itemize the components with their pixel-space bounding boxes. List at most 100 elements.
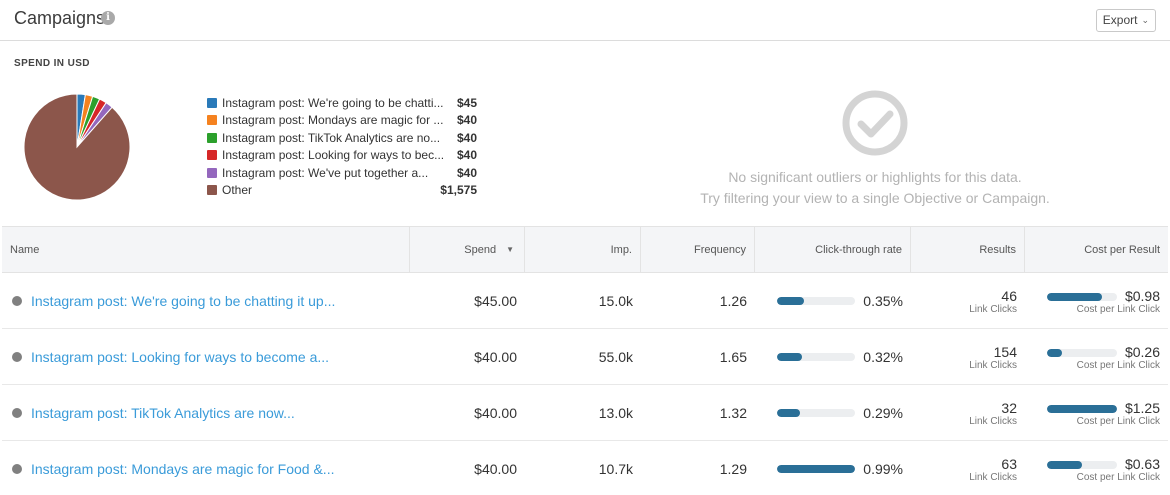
- campaign-link[interactable]: Instagram post: We're going to be chatti…: [31, 292, 336, 309]
- cpr-unit: Cost per Link Click: [1076, 472, 1160, 483]
- pie-slice-5[interactable]: [24, 94, 130, 200]
- cell-results: 46 Link Clicks: [911, 273, 1025, 328]
- status-dot-icon: [12, 295, 22, 306]
- cpr-bar-fill: [1046, 404, 1117, 413]
- empty-state-line2: Try filtering your view to a single Obje…: [700, 190, 1050, 206]
- status-dot-icon: [12, 407, 22, 418]
- cell-frequency: 1.32: [719, 404, 747, 421]
- status-dot-icon: [12, 463, 22, 474]
- ctr-bar: [777, 408, 856, 417]
- ctr-bar-fill: [777, 408, 800, 417]
- column-header-results[interactable]: Results: [911, 227, 1025, 272]
- sort-descending-icon: ▼: [506, 245, 514, 254]
- results-value: 63: [1001, 456, 1017, 472]
- column-header-frequency[interactable]: Frequency: [641, 227, 755, 272]
- legend-label: Instagram post: We're going to be chatti…: [222, 95, 444, 110]
- cell-imp: 13.0k: [598, 404, 633, 421]
- table-row: Instagram post: We're going to be chatti…: [2, 273, 1168, 329]
- column-header-name[interactable]: Name: [2, 227, 410, 272]
- legend-label: Other: [222, 183, 253, 198]
- table-row: Instagram post: Mondays are magic for Fo…: [2, 441, 1168, 495]
- empty-state: No significant outliers or highlights fo…: [680, 88, 1070, 209]
- cpr-bar: [1046, 348, 1117, 357]
- cpr-value: $0.26: [1124, 344, 1160, 360]
- cpr-bar-fill: [1046, 348, 1062, 357]
- results-unit: Link Clicks: [969, 360, 1017, 371]
- ctr-bar: [777, 464, 856, 473]
- column-header-cpr[interactable]: Cost per Result: [1084, 243, 1160, 256]
- campaign-link[interactable]: Instagram post: Mondays are magic for Fo…: [31, 460, 335, 477]
- legend-swatch: [207, 97, 217, 108]
- legend-item[interactable]: Instagram post: Mondays are magic for ..…: [207, 112, 477, 130]
- column-header-spend-label: Spend: [464, 243, 497, 256]
- cpr-bar-fill: [1046, 292, 1102, 301]
- page-title: Campaigns: [14, 8, 106, 28]
- ctr-bar-fill: [777, 464, 856, 473]
- ctr-value: 0.35%: [863, 292, 903, 309]
- legend-item[interactable]: Other $1,575: [207, 182, 477, 200]
- legend-item[interactable]: Instagram post: Looking for ways to bec.…: [207, 147, 477, 165]
- legend-label: Instagram post: Looking for ways to bec.…: [222, 148, 445, 163]
- chevron-down-icon: ⌄: [1141, 15, 1149, 25]
- cell-frequency: 1.29: [719, 460, 747, 477]
- cell-results: 154 Link Clicks: [911, 329, 1025, 384]
- legend-label: Instagram post: We've put together a...: [222, 165, 429, 180]
- check-circle-icon: [842, 90, 908, 156]
- cell-cpr: $0.98 Cost per Link Click: [1025, 273, 1168, 328]
- campaigns-table: Name Spend ▼ Imp. Frequency Click-throug…: [2, 226, 1168, 495]
- legend-swatch: [207, 132, 217, 143]
- spend-pie-chart: [24, 94, 130, 200]
- table-header: Name Spend ▼ Imp. Frequency Click-throug…: [2, 226, 1168, 273]
- cell-spend: $40.00: [474, 404, 517, 421]
- campaign-link[interactable]: Instagram post: TikTok Analytics are now…: [31, 404, 295, 421]
- column-header-imp[interactable]: Imp.: [525, 227, 641, 272]
- column-header-spend[interactable]: Spend ▼: [410, 227, 525, 272]
- cpr-bar: [1046, 292, 1117, 301]
- legend-label: Instagram post: TikTok Analytics are no.…: [222, 130, 441, 145]
- cell-ctr: 0.35%: [755, 273, 911, 328]
- legend-swatch: [207, 185, 217, 196]
- cpr-value: $1.25: [1124, 400, 1160, 416]
- cell-cpr: $0.26 Cost per Link Click: [1025, 329, 1168, 384]
- legend-item[interactable]: Instagram post: We're going to be chatti…: [207, 94, 477, 112]
- legend-item[interactable]: Instagram post: TikTok Analytics are no.…: [207, 129, 477, 147]
- cell-imp: 15.0k: [598, 292, 633, 309]
- cell-frequency: 1.26: [719, 292, 747, 309]
- spend-section-label: SPEND IN USD: [14, 58, 90, 69]
- cell-imp: 10.7k: [598, 460, 633, 477]
- results-value: 32: [1001, 400, 1017, 416]
- cpr-unit: Cost per Link Click: [1076, 304, 1160, 315]
- ctr-value: 0.32%: [863, 348, 903, 365]
- cell-name: Instagram post: Looking for ways to beco…: [2, 329, 410, 384]
- legend-value: $40: [456, 165, 477, 180]
- legend-item[interactable]: Instagram post: We've put together a... …: [207, 164, 477, 182]
- campaign-link[interactable]: Instagram post: Looking for ways to beco…: [31, 348, 330, 365]
- ctr-bar: [777, 352, 856, 361]
- info-icon[interactable]: i: [101, 11, 115, 25]
- legend-value: $1,575: [440, 183, 477, 198]
- cpr-bar: [1046, 404, 1117, 413]
- legend-value: $45: [456, 95, 477, 110]
- ctr-value: 0.29%: [863, 404, 903, 421]
- legend-value: $40: [456, 130, 477, 145]
- cell-name: Instagram post: Mondays are magic for Fo…: [2, 441, 410, 495]
- export-button[interactable]: Export ⌄: [1095, 9, 1156, 32]
- cpr-value: $0.63: [1124, 456, 1160, 472]
- legend-swatch: [207, 167, 217, 178]
- cell-name: Instagram post: TikTok Analytics are now…: [2, 385, 410, 440]
- cpr-unit: Cost per Link Click: [1076, 360, 1160, 371]
- column-header-ctr[interactable]: Click-through rate: [755, 227, 911, 272]
- legend-value: $40: [456, 148, 477, 163]
- status-dot-icon: [12, 351, 22, 362]
- ctr-bar-fill: [777, 296, 805, 305]
- cell-frequency: 1.65: [719, 348, 747, 365]
- legend-swatch: [207, 115, 217, 126]
- table-row: Instagram post: Looking for ways to beco…: [2, 329, 1168, 385]
- cpr-unit: Cost per Link Click: [1076, 416, 1160, 427]
- cell-spend: $40.00: [474, 460, 517, 477]
- results-value: 154: [993, 344, 1017, 360]
- cell-cpr: $1.25 Cost per Link Click: [1025, 385, 1168, 440]
- cell-name: Instagram post: We're going to be chatti…: [2, 273, 410, 328]
- results-unit: Link Clicks: [969, 304, 1017, 315]
- cell-spend: $45.00: [474, 292, 517, 309]
